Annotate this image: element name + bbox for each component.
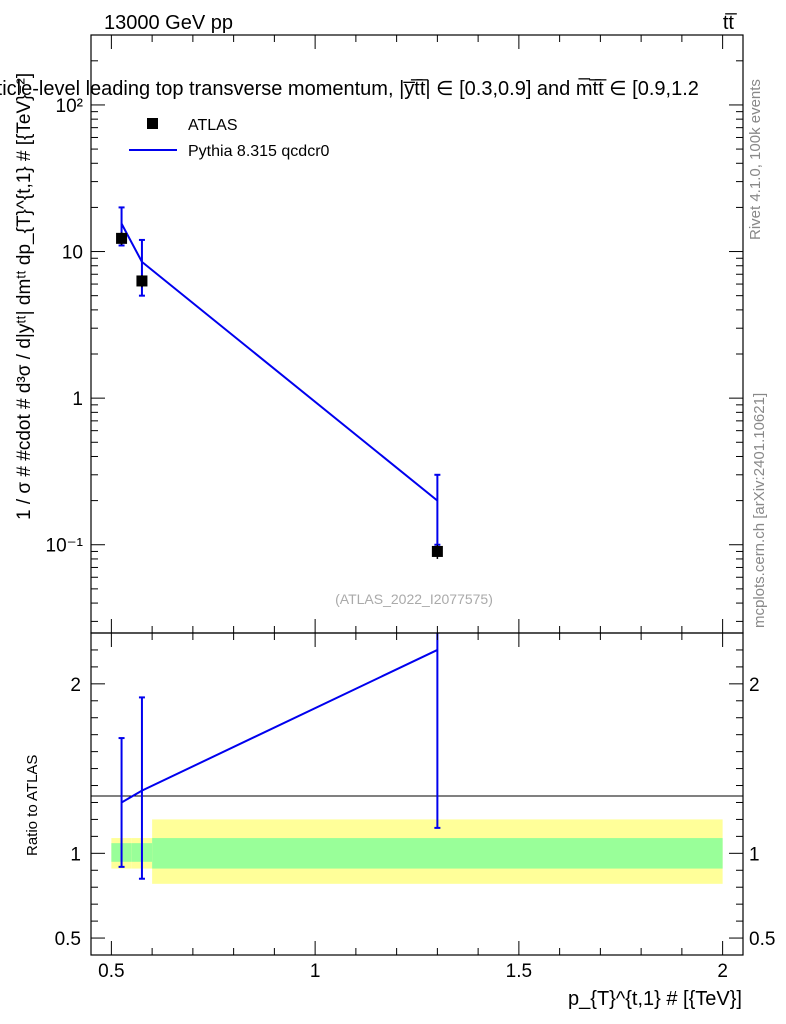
main-y-tick-label: 1 <box>72 389 83 410</box>
main-ticks: 10⁻¹ 1 10 10² <box>46 34 743 633</box>
main-y-tick-label: 10² <box>56 96 83 117</box>
x-tick-label: 2 <box>717 961 728 982</box>
atlas-data-point <box>136 275 148 287</box>
main-y-axis-label: 1 / σ # #cdot # d³σ / d|yᵗᵗ| dmᵗᵗ dp_{T}… <box>14 73 35 520</box>
ratio-y-tick-label-right: 2 <box>749 675 760 696</box>
ratio-pythia-curve <box>121 649 438 804</box>
analysis-watermark: (ATLAS_2022_I2077575) <box>335 591 493 607</box>
plot-title: rticle-level leading top transverse mome… <box>0 77 699 100</box>
ratio-y-tick-label: 1 <box>70 844 81 865</box>
ratio-y-tick-label: 2 <box>70 675 81 696</box>
legend-pythia-label: Pythia 8.315 qcdcr0 <box>188 143 330 160</box>
main-y-tick-label: 10⁻¹ <box>46 536 84 557</box>
mcplots-label: mcplots.cern.ch [arXiv:2401.10621] <box>751 393 768 628</box>
legend-atlas-label: ATLAS <box>188 117 238 134</box>
atlas-data-point <box>431 545 443 557</box>
x-tick-label: 1 <box>310 961 321 982</box>
ratio-y-tick-label-right: 0.5 <box>749 929 775 950</box>
ratio-panel: 0.5 0.5 1 1 2 2 0.5 1 1.5 2 Ratio to ATLAS p_{T}^… <box>24 632 775 1010</box>
x-axis-label: p_{T}^{t,1} # [{TeV}] <box>568 988 742 1010</box>
ratio-y-axis-label: Ratio to ATLAS <box>24 755 41 856</box>
main-y-tick-label: 10 <box>62 243 83 264</box>
ratio-ticks: 0.5 0.5 1 1 2 2 0.5 1 1.5 2 <box>55 633 775 982</box>
ratio-bands <box>111 819 723 884</box>
ratio-y-tick-label: 0.5 <box>55 929 81 950</box>
ratio-band-inner <box>152 838 723 869</box>
atlas-data-point <box>116 232 128 244</box>
x-tick-label: 1.5 <box>506 961 532 982</box>
main-curves <box>116 206 443 559</box>
ratio-frame <box>90 632 744 956</box>
rivet-label: Rivet 4.1.0, 100k events <box>747 79 764 240</box>
ratio-y-tick-label-right: 1 <box>749 844 760 865</box>
process-label: tt̅ <box>723 12 737 34</box>
pythia-curve <box>120 223 439 502</box>
main-panel: 10⁻¹ 1 10 10² (ATLAS_2022_I2077575) rticle-… <box>0 34 744 634</box>
x-tick-label: 0.5 <box>98 961 124 982</box>
ratio-curves <box>118 633 441 880</box>
energy-label: 13000 GeV pp <box>104 12 233 34</box>
legend: ATLAS Pythia 8.315 qcdcr0 <box>129 117 330 160</box>
legend-atlas-marker <box>147 118 158 129</box>
